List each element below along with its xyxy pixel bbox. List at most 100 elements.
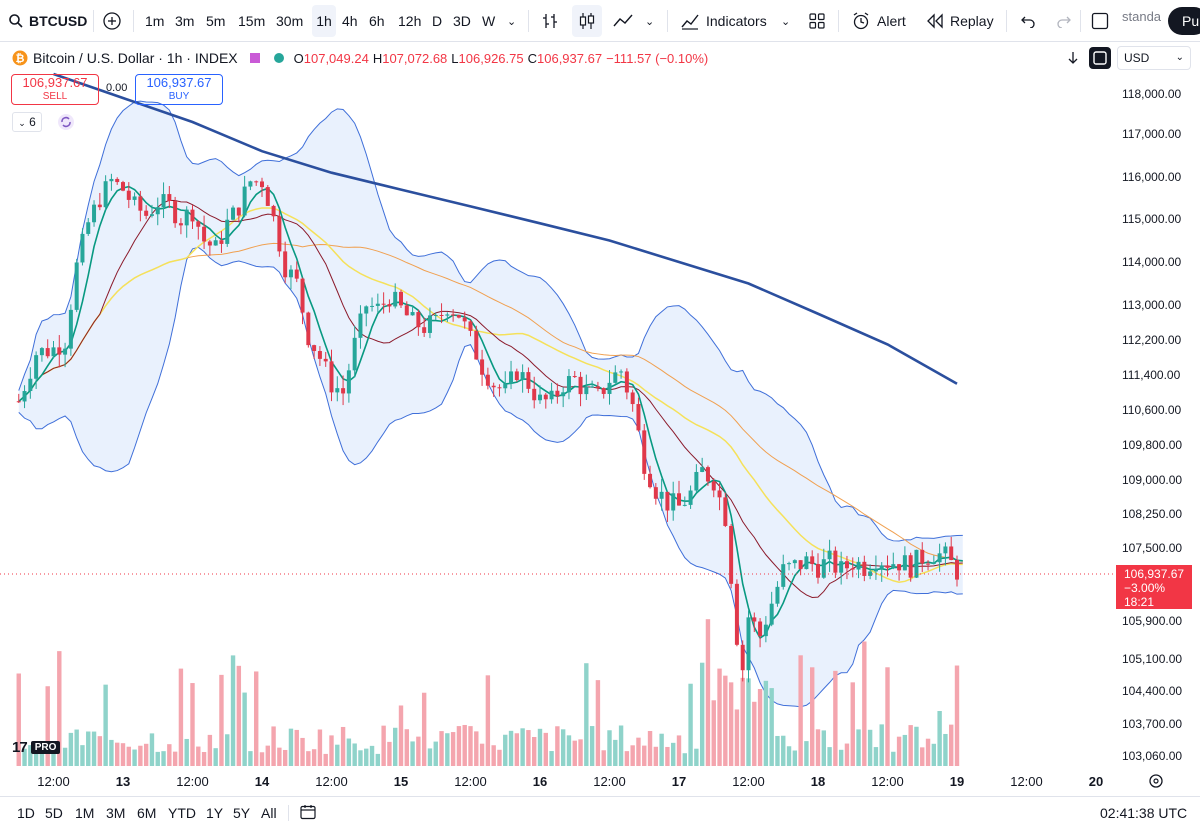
range-6m[interactable]: 6M [137, 805, 157, 821]
volume-bar [393, 727, 398, 766]
interval-3m[interactable]: 3m [175, 13, 195, 29]
volume-bar [885, 667, 890, 766]
range-3m[interactable]: 3M [106, 805, 126, 821]
candle-body [885, 565, 890, 568]
time-axis: 12:00 13 12:00 14 12:00 15 12:00 16 12:00 17 12:00… [37, 774, 1103, 789]
candle-body [126, 190, 131, 200]
volume-bar [294, 729, 299, 766]
volume-bar [821, 730, 826, 766]
compare-button[interactable] [102, 0, 122, 42]
time-tick-label: 20 [1089, 774, 1103, 789]
candle-body [323, 358, 328, 362]
arrow-down-icon[interactable] [1066, 50, 1080, 66]
range-1y[interactable]: 1Y [206, 805, 224, 821]
volume-bar [757, 689, 763, 766]
sync-icon[interactable] [57, 113, 75, 131]
candles-style-button[interactable] [572, 5, 602, 37]
indicators-toggle[interactable]: ⌄ 6 [12, 112, 42, 132]
candle-body [16, 401, 21, 403]
candle-body [798, 560, 803, 570]
volume-bar [896, 736, 902, 766]
layout-name[interactable]: standa [1122, 8, 1162, 24]
volume-bar [862, 641, 867, 766]
volume-bar [833, 670, 838, 766]
volume-bar [682, 753, 687, 766]
candle-body [271, 205, 276, 217]
chart-style-chevron-icon[interactable]: ⌄ [645, 15, 655, 28]
interval-5m[interactable]: 5m [206, 13, 226, 29]
volume-bar [462, 724, 467, 766]
utc-clock[interactable]: 02:41:38 UTC [1100, 805, 1188, 821]
candle-body [561, 392, 566, 397]
volume-bar [618, 725, 624, 766]
candle-body [943, 546, 948, 554]
interval-6h[interactable]: 6h [369, 13, 385, 29]
symbol-search-button[interactable]: BTCUSD [8, 0, 87, 42]
sell-button[interactable]: 106,937.67 SELL [11, 74, 99, 105]
calendar-icon[interactable] [299, 803, 317, 821]
symbol-name: BTCUSD [29, 13, 88, 29]
chart-title: Bitcoin / U.S. Dollar · 1h · INDEX [33, 50, 238, 66]
interval-12h[interactable]: 12h [398, 13, 422, 29]
price-tick-label: 107,500.00 [1122, 541, 1182, 555]
interval-4h[interactable]: 4h [342, 13, 358, 29]
templates-button[interactable] [808, 0, 826, 42]
interval-1h[interactable]: 1h [312, 5, 336, 37]
publish-button[interactable]: Pu [1168, 7, 1200, 35]
candle-body [584, 386, 589, 395]
range-1m[interactable]: 1M [75, 805, 95, 821]
volume-bar [902, 734, 908, 766]
close-label: C [527, 50, 537, 66]
candle-body [155, 207, 160, 215]
interval-30m[interactable]: 30m [276, 13, 304, 29]
replay-button[interactable]: Replay [926, 0, 994, 42]
range-ytd[interactable]: YTD [168, 805, 196, 821]
volume-bar [259, 752, 265, 766]
volume-bar [908, 725, 913, 766]
undo-button[interactable] [1020, 0, 1036, 42]
candle-body [509, 371, 514, 384]
spread-value: 0.00 [106, 82, 128, 94]
redo-button[interactable] [1056, 0, 1072, 42]
interval-1m[interactable]: 1m [145, 13, 165, 29]
volume-bar [86, 731, 91, 766]
price-tick-label: 112,200.00 [1122, 333, 1181, 347]
band-fill [18, 101, 963, 707]
auto-scale-icon[interactable] [1089, 47, 1111, 69]
indicators-chevron-icon[interactable]: ⌄ [781, 15, 791, 28]
volume-bar [254, 671, 259, 766]
fullscreen-button[interactable] [1091, 0, 1109, 42]
interval-w[interactable]: W [482, 13, 496, 29]
currency-select[interactable]: USD ⌄ [1117, 46, 1191, 70]
volume-bar [572, 740, 577, 766]
volume-bar [248, 751, 253, 766]
volume-bar [277, 747, 282, 766]
candle-body [416, 312, 421, 328]
volume-bar [450, 732, 456, 766]
buy-button[interactable]: 106,937.67 BUY [135, 74, 223, 105]
settings-gear-icon[interactable] [1149, 774, 1163, 788]
range-all[interactable]: All [261, 805, 277, 821]
volume-bar [155, 751, 160, 766]
volume-bar [699, 662, 705, 766]
bar-style-button[interactable] [540, 0, 560, 42]
candle-body [254, 181, 259, 183]
range-5y[interactable]: 5Y [233, 805, 251, 821]
range-1d[interactable]: 1D [17, 805, 35, 821]
line-style-button[interactable] [612, 0, 634, 42]
volume-bar [80, 745, 85, 766]
line-chart-icon [613, 14, 633, 27]
range-5d[interactable]: 5D [45, 805, 63, 821]
alert-button[interactable]: Alert [851, 0, 906, 42]
candle-body [607, 382, 612, 394]
interval-dropdown-chevron-icon[interactable]: ⌄ [507, 15, 517, 28]
interval-15m[interactable]: 15m [238, 13, 266, 29]
volume-bar [647, 730, 653, 766]
candle-body [387, 304, 392, 307]
price-chart[interactable]: 118,000.00 117,000.00 116,000.00 115,000.00… [0, 43, 1200, 795]
candle-body [456, 315, 461, 318]
indicators-button[interactable]: Indicators [680, 0, 767, 42]
interval-3d[interactable]: 3D [453, 13, 471, 29]
interval-d[interactable]: D [432, 13, 443, 29]
candle-body [705, 467, 710, 482]
